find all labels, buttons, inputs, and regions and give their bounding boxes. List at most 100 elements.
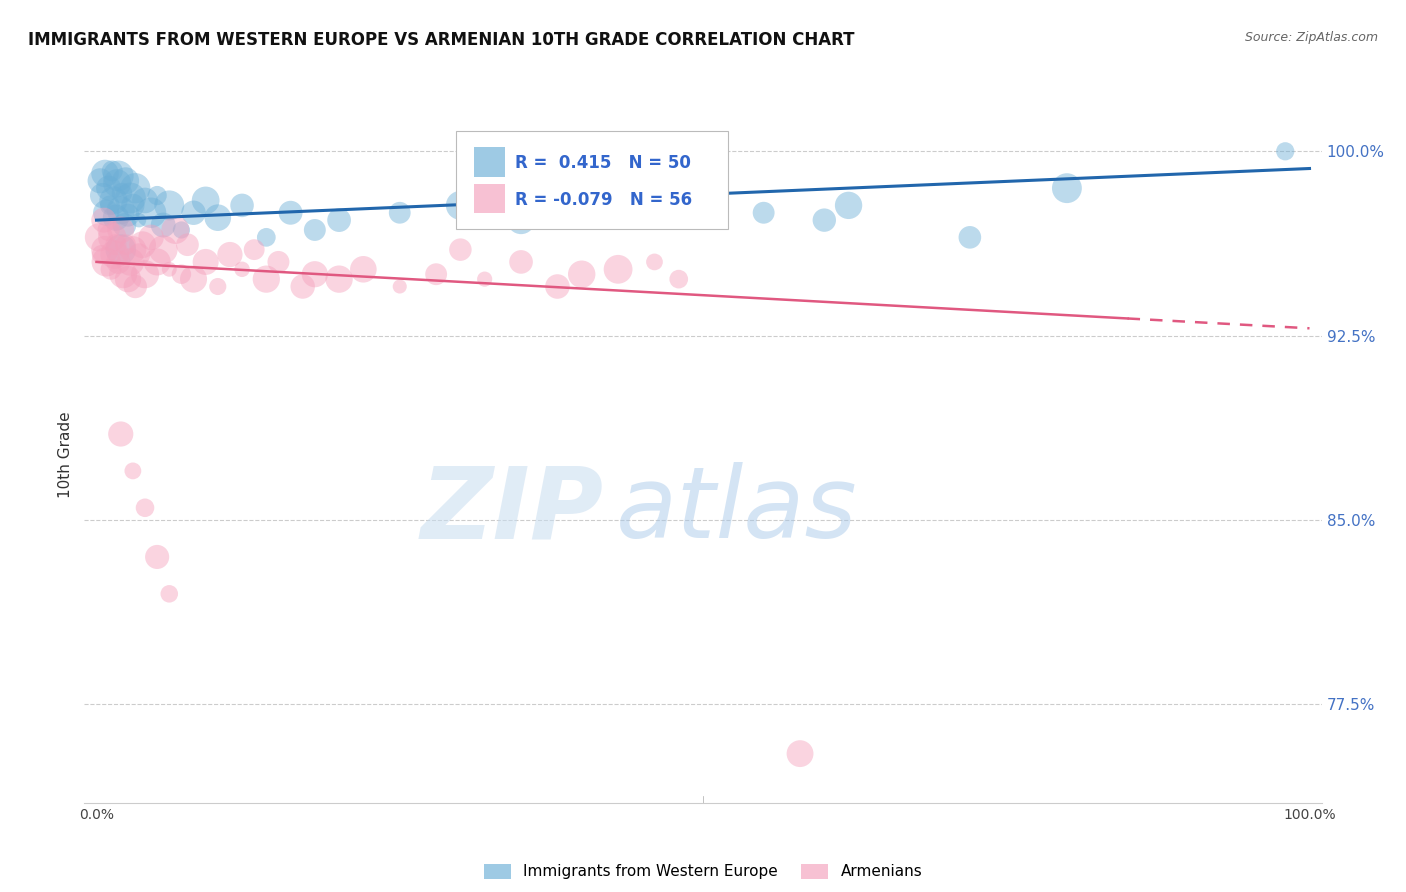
Point	[104, 211, 127, 225]
Point	[146, 255, 169, 269]
Point	[124, 279, 146, 293]
Point	[114, 237, 136, 252]
Point	[110, 243, 132, 257]
Point	[122, 243, 145, 257]
Point	[122, 198, 145, 212]
Point	[813, 213, 835, 227]
Point	[619, 188, 641, 202]
Point	[139, 206, 162, 220]
Legend: Immigrants from Western Europe, Armenians: Immigrants from Western Europe, Armenian…	[478, 857, 928, 886]
Point	[207, 279, 229, 293]
Point	[90, 247, 112, 261]
Point	[643, 198, 665, 212]
Point	[959, 230, 981, 244]
Point	[388, 279, 411, 293]
Point	[110, 203, 132, 218]
Point	[131, 237, 153, 252]
Point	[120, 191, 142, 205]
Point	[231, 262, 253, 277]
Point	[183, 206, 205, 220]
Point	[170, 267, 193, 281]
Point	[93, 213, 115, 227]
Point	[94, 166, 117, 180]
Point	[87, 230, 110, 244]
Point	[176, 237, 198, 252]
Point	[546, 279, 568, 293]
Point	[183, 272, 205, 286]
Point	[157, 587, 180, 601]
Point	[328, 272, 350, 286]
Point	[388, 206, 411, 220]
Point	[304, 223, 326, 237]
Point	[304, 267, 326, 281]
Point	[112, 267, 135, 281]
Point	[146, 188, 169, 202]
Point	[243, 243, 266, 257]
Point	[607, 262, 630, 277]
Point	[643, 255, 665, 269]
Point	[571, 267, 593, 281]
Point	[122, 464, 145, 478]
Point	[134, 194, 156, 208]
Point	[280, 206, 302, 220]
Point	[510, 255, 533, 269]
Point	[157, 198, 180, 212]
Point	[114, 174, 136, 188]
FancyBboxPatch shape	[474, 185, 505, 213]
Point	[117, 208, 139, 222]
FancyBboxPatch shape	[474, 147, 505, 177]
Point	[254, 272, 277, 286]
Point	[449, 198, 471, 212]
Point	[124, 181, 146, 195]
Point	[107, 255, 129, 269]
Point	[838, 198, 860, 212]
Point	[112, 218, 135, 232]
Point	[692, 194, 714, 208]
Point	[96, 255, 118, 269]
Point	[328, 213, 350, 227]
Point	[100, 262, 122, 277]
Point	[194, 194, 217, 208]
Point	[111, 186, 134, 200]
Point	[107, 169, 129, 183]
Point	[101, 164, 124, 178]
Point	[157, 262, 180, 277]
Point	[449, 243, 471, 257]
Point	[571, 194, 593, 208]
Point	[789, 747, 811, 761]
Text: IMMIGRANTS FROM WESTERN EUROPE VS ARMENIAN 10TH GRADE CORRELATION CHART: IMMIGRANTS FROM WESTERN EUROPE VS ARMENI…	[28, 31, 855, 49]
Point	[101, 230, 124, 244]
Y-axis label: 10th Grade: 10th Grade	[58, 411, 73, 499]
Point	[546, 206, 568, 220]
Point	[94, 243, 117, 257]
Point	[105, 176, 128, 190]
Point	[128, 213, 150, 227]
Point	[120, 255, 142, 269]
Point	[91, 188, 114, 202]
Text: R = -0.079   N = 56: R = -0.079 N = 56	[515, 191, 692, 209]
Text: atlas: atlas	[616, 462, 858, 559]
Point	[152, 243, 174, 257]
Text: R =  0.415   N = 50: R = 0.415 N = 50	[515, 153, 690, 171]
Point	[104, 237, 127, 252]
Text: ZIP: ZIP	[420, 462, 605, 559]
Point	[170, 223, 193, 237]
Point	[104, 247, 127, 261]
Point	[668, 272, 690, 286]
Point	[110, 427, 132, 442]
Point	[98, 198, 121, 212]
Point	[103, 194, 125, 208]
Point	[1056, 181, 1078, 195]
Point	[97, 223, 120, 237]
Point	[134, 500, 156, 515]
Point	[595, 203, 617, 218]
Point	[128, 247, 150, 261]
Point	[352, 262, 374, 277]
Point	[254, 230, 277, 244]
Point	[152, 218, 174, 232]
Point	[425, 267, 447, 281]
Point	[267, 255, 290, 269]
Point	[139, 230, 162, 244]
FancyBboxPatch shape	[456, 131, 728, 229]
Point	[1274, 145, 1296, 159]
